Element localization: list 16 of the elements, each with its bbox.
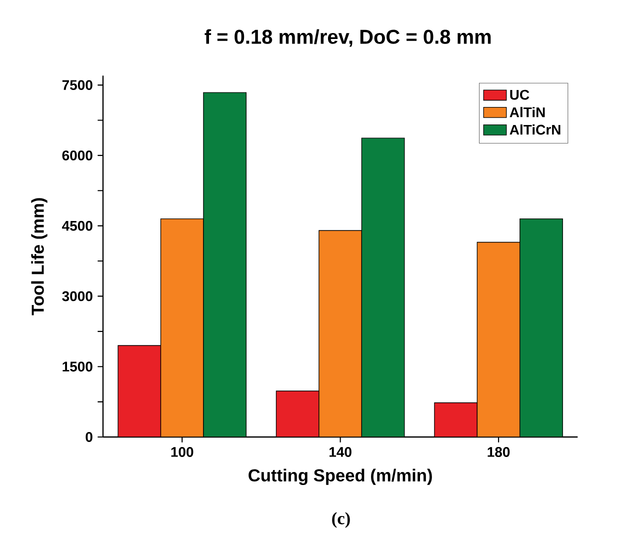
- y-tick-label: 0: [86, 432, 92, 442]
- chart-title: f = 0.18 mm/rev, DoC = 0.8 mm: [204, 29, 491, 47]
- y-tick-label: 1500: [62, 362, 92, 372]
- x-tick-label: 180: [488, 447, 510, 457]
- y-tick-label: 3000: [62, 291, 92, 302]
- y-tick-label: 7500: [62, 80, 92, 90]
- x-tick-label: 100: [171, 447, 194, 457]
- y-tick-label: 4500: [62, 220, 92, 231]
- y-tick-label: 6000: [62, 150, 92, 160]
- legend-label: AlTiN: [510, 106, 545, 118]
- x-axis-title: Cutting Speed (m/min): [248, 468, 432, 486]
- legend-label: UC: [510, 90, 530, 100]
- y-axis-title: Tool Life (mm): [31, 198, 48, 316]
- legend-label: AlTiCrN: [510, 124, 560, 135]
- x-tick-label: 140: [330, 447, 352, 457]
- text: (c): [332, 512, 350, 528]
